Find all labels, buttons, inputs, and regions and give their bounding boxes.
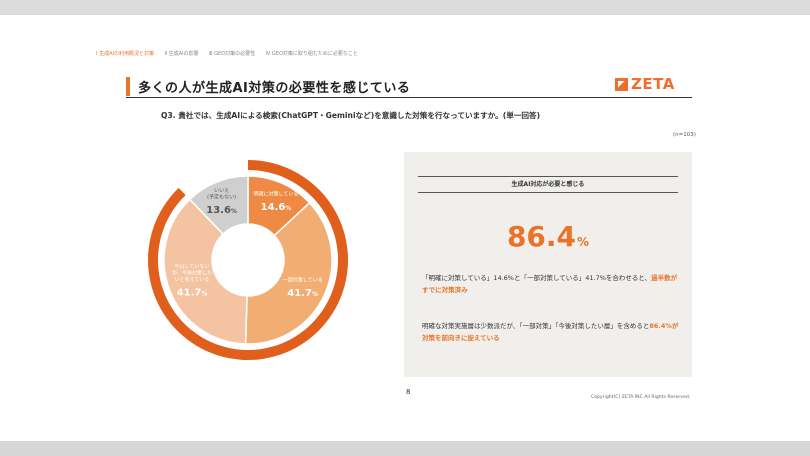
summary-text-1-body: 「明確に対策している」14.6%と「一部対策している」41.7%を合わせると、 xyxy=(422,274,652,282)
page-number: 8 xyxy=(406,388,411,396)
summary-text-2: 明確な対策実施層は少数派だが、「一部対策」「今後対策したい層」を含めると86.4… xyxy=(422,320,680,344)
slice-value-4: 13.6% xyxy=(206,205,237,216)
summary-big-value: 86.4% xyxy=(404,220,692,253)
summary-text-1-highlight: 過半数がすでに対策済み xyxy=(422,274,678,294)
big-value-number: 86.4 xyxy=(506,220,577,253)
slice-value-3: 41.7% xyxy=(177,287,208,298)
slice-label-4-line-2: (予定もない) xyxy=(207,193,236,200)
zeta-logo-icon xyxy=(615,77,628,91)
pie-slice-3 xyxy=(163,198,248,345)
zeta-logo: ZETA xyxy=(615,75,675,93)
slice-label-3-line-2: が、今後対策した xyxy=(172,269,212,276)
breadcrumb-item-1[interactable]: Ⅰ 生成AIの利用概況と対策 xyxy=(96,51,154,57)
slice-label-1-line-1: 明確に対策している xyxy=(254,191,299,198)
slice-value-1: 14.6% xyxy=(261,202,292,213)
survey-question: Q3. 貴社では、生成AIによる検索(ChatGPT・Geminiなど)を意識し… xyxy=(161,111,541,120)
slide: Ⅰ 生成AIの利用概況と対策 Ⅱ 生成AIの影響 Ⅲ GEO対策の必要性 Ⅳ G… xyxy=(88,40,728,408)
slice-label-3-line-3: いと考えている xyxy=(175,277,210,283)
breadcrumb-item-3[interactable]: Ⅲ GEO対策の必要性 xyxy=(209,51,256,57)
title-underline xyxy=(126,97,692,98)
page-title: 多くの人が生成AI対策の必要性を感じている xyxy=(138,81,411,96)
zeta-logo-text: ZETA xyxy=(631,75,675,93)
donut-chart: 明確に対策している 14.6% 一部対策している 41.7% 今はしていない が、今後対策… xyxy=(130,150,380,374)
summary-text-2-highlight: 86.4%が対策を前向きに捉えている xyxy=(422,322,679,342)
breadcrumb-item-4[interactable]: Ⅳ GEO対策に取り組むために必要なこと xyxy=(265,51,358,57)
summary-heading: 生成AI対応が必要と感じる xyxy=(418,176,678,193)
donut-chart-svg: 明確に対策している 14.6% 一部対策している 41.7% 今はしていないが、今後対策… xyxy=(148,160,348,360)
title-accent-bar xyxy=(126,77,130,96)
pie-slice-2 xyxy=(244,201,333,345)
slice-label-3-line-1: 今はしていない xyxy=(175,263,210,270)
slice-label-2-line-1: 一部対策している xyxy=(283,276,323,283)
summary-panel: 生成AI対応が必要と感じる 86.4% 「明確に対策している」14.6%と「一部… xyxy=(404,152,692,377)
summary-text-1: 「明確に対策している」14.6%と「一部対策している」41.7%を合わせると、過… xyxy=(422,272,680,296)
breadcrumb: Ⅰ 生成AIの利用概況と対策 Ⅱ 生成AIの影響 Ⅲ GEO対策の必要性 Ⅳ G… xyxy=(96,50,367,57)
breadcrumb-item-2[interactable]: Ⅱ 生成AIの影響 xyxy=(164,51,199,57)
bottom-band xyxy=(0,441,810,456)
pie-slice-4 xyxy=(188,175,249,236)
top-band xyxy=(0,0,810,15)
slice-label-4-line-1: いいえ xyxy=(214,188,229,194)
summary-text-2-body: 明確な対策実施層は少数派だが、「一部対策」「今後対策したい層」を含めると xyxy=(422,322,650,330)
copyright: Copyright(C) ZETA INC All Rights Reserve… xyxy=(591,395,691,400)
big-value-unit: % xyxy=(577,235,590,249)
slice-value-2: 41.7% xyxy=(287,288,318,299)
sample-size: (n=103) xyxy=(673,132,696,138)
